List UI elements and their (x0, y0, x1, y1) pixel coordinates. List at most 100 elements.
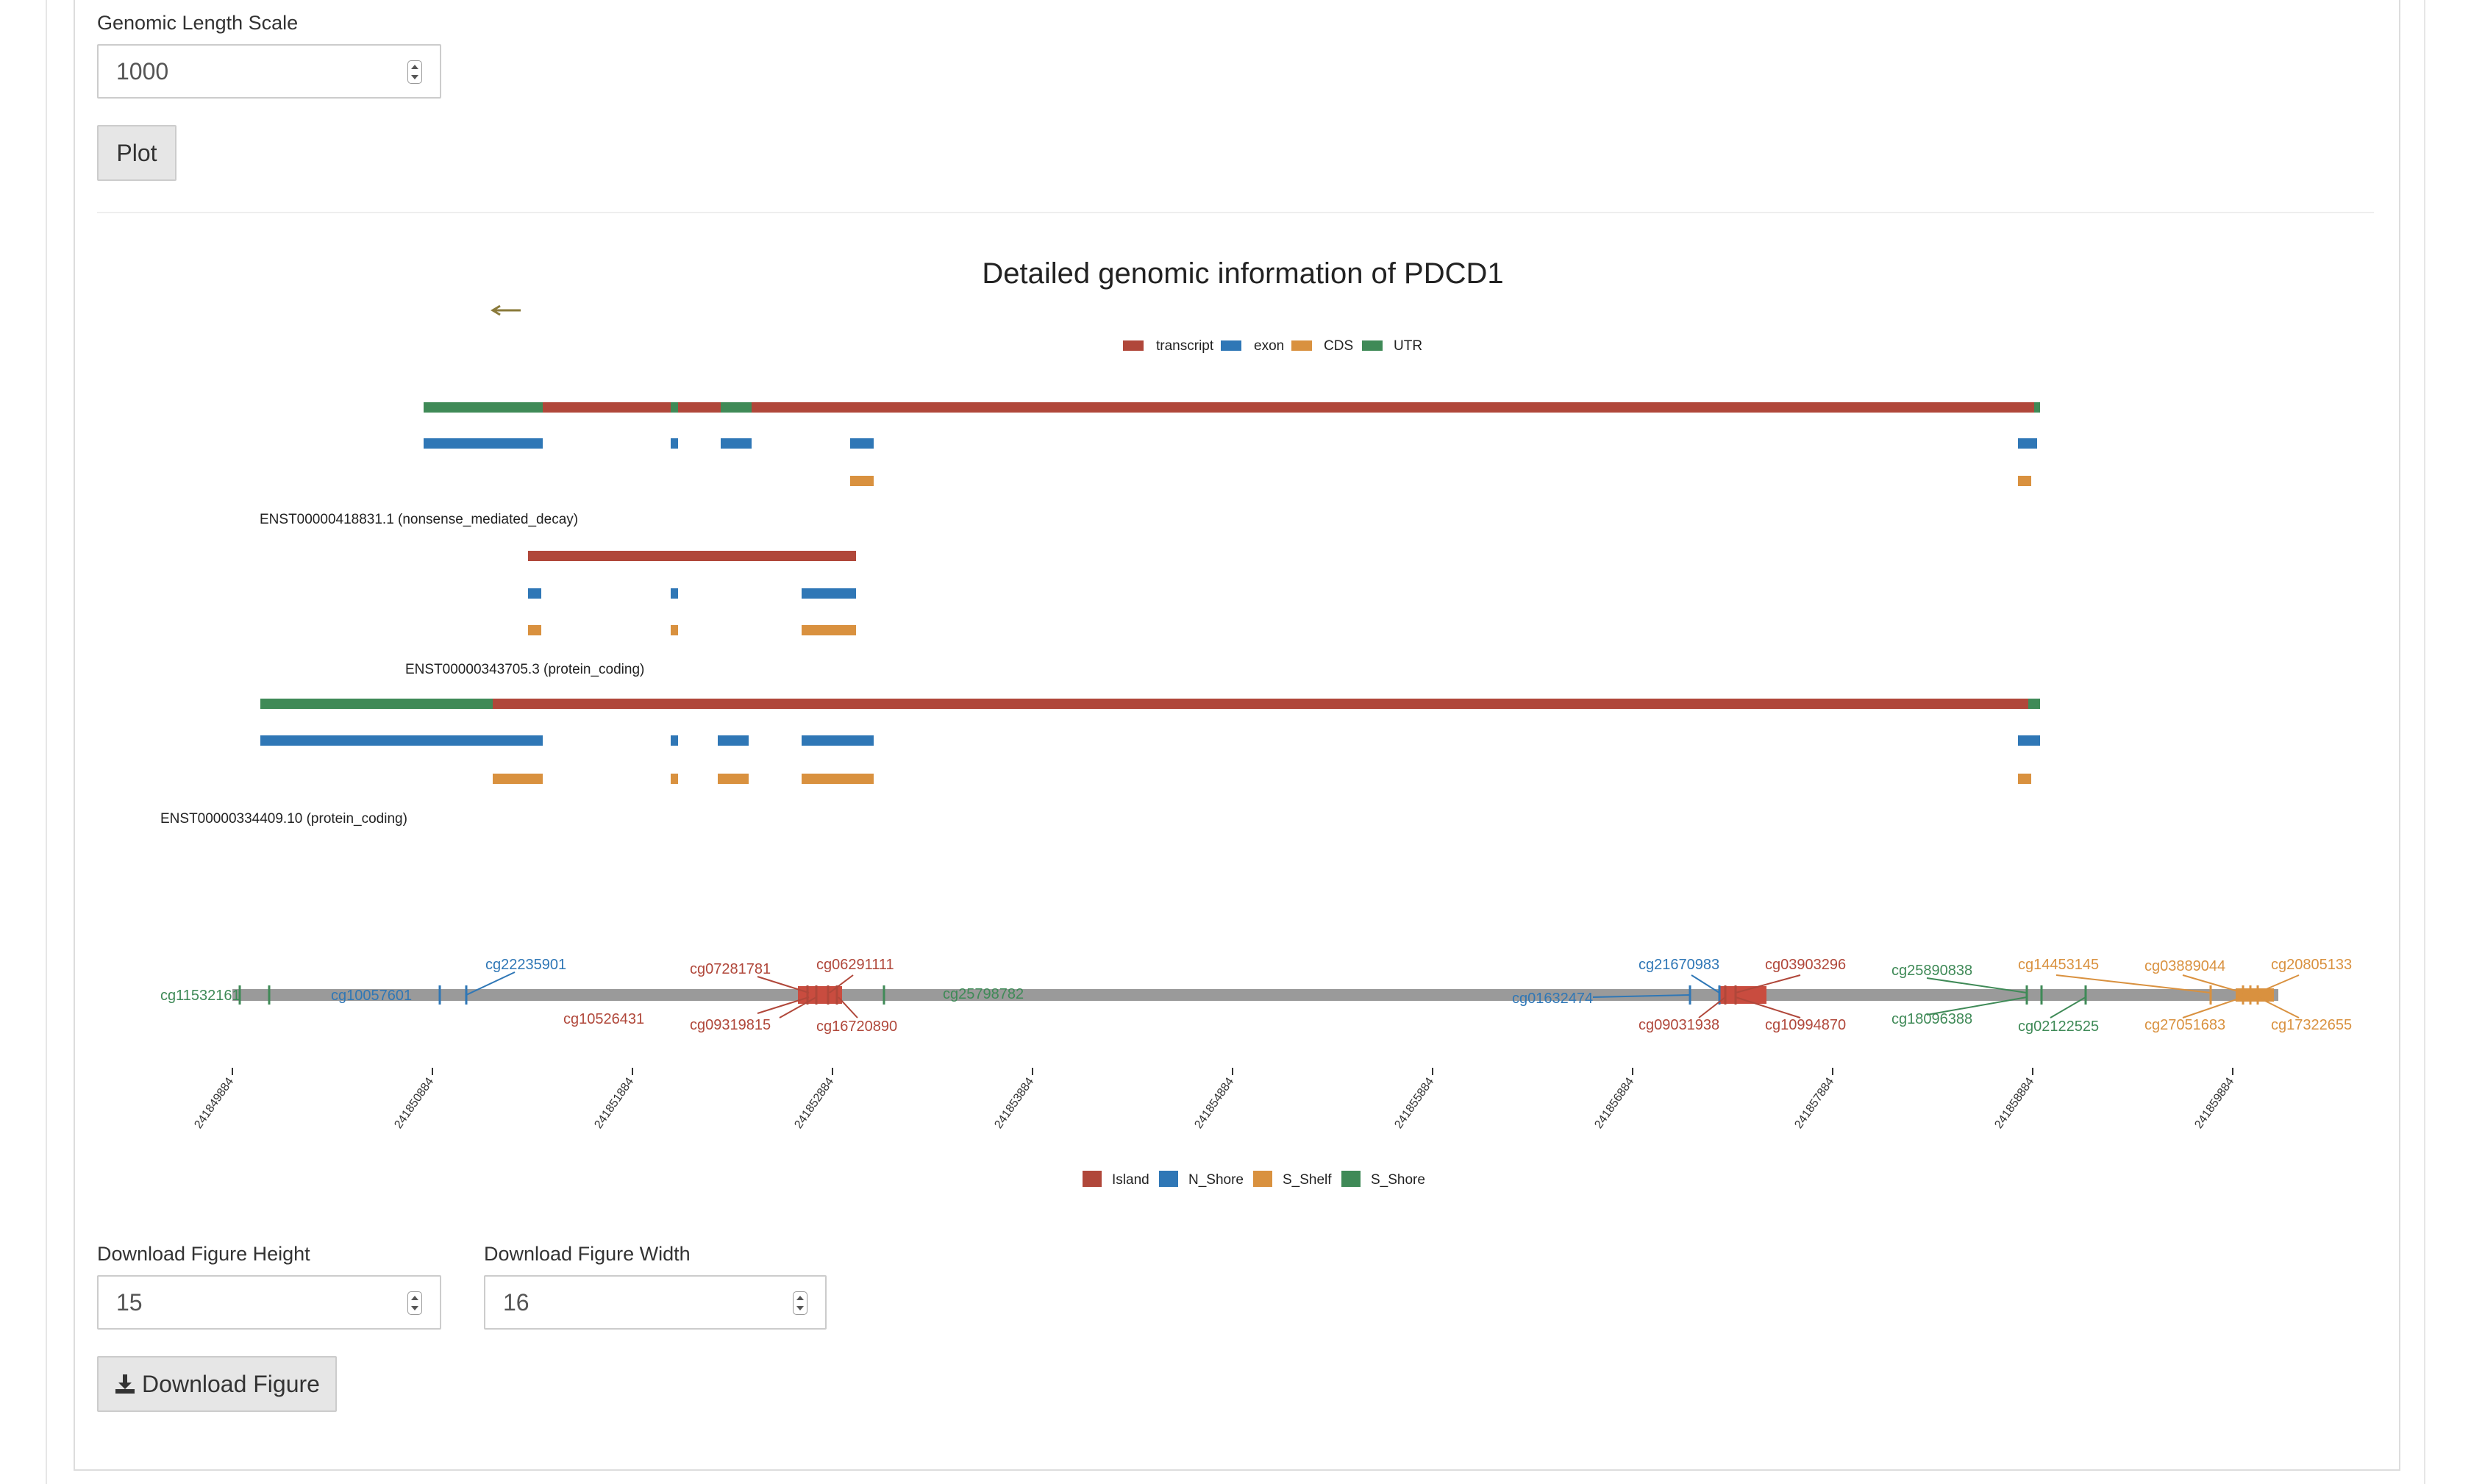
transcript-bar (424, 402, 2040, 413)
cds-segment (528, 625, 541, 635)
length-scale-field[interactable] (99, 46, 440, 97)
utr-segment (424, 402, 543, 413)
download-icon (115, 1374, 135, 1394)
download-width-label: Download Figure Width (484, 1243, 691, 1265)
download-width-field[interactable] (485, 1277, 825, 1328)
probe-leader (2050, 996, 2086, 1019)
exon-segment (802, 735, 874, 746)
page-border-right (2424, 0, 2425, 1484)
length-scale-input[interactable] (97, 44, 441, 99)
probe-label: cg09031938 (1639, 1017, 1719, 1033)
download-width-input[interactable] (484, 1275, 827, 1330)
probe-leader (1735, 996, 1801, 1019)
download-height-label: Download Figure Height (97, 1243, 310, 1265)
spinner-icon[interactable] (793, 1291, 807, 1315)
divider (97, 212, 2374, 213)
exon-segment (2018, 735, 2040, 746)
legend-label-transcript: transcript (1156, 338, 1214, 354)
probe-leader (1926, 977, 2028, 994)
utr-segment (721, 402, 752, 413)
length-scale-label: Genomic Length Scale (97, 12, 299, 34)
axis-tick-label: 241850884 (392, 1075, 436, 1130)
legend-label-cds: CDS (1324, 338, 1353, 354)
axis-tick-label: 241854884 (1192, 1075, 1236, 1130)
probe-label: cg22235901 (485, 957, 566, 973)
probe-leader (2182, 974, 2244, 994)
exon-segment (424, 438, 543, 449)
download-height-input[interactable] (97, 1275, 441, 1330)
probe-label: cg09319815 (690, 1017, 771, 1033)
cpg-legend: Island N_Shore S_Shelf S_Shore (1083, 1171, 1425, 1188)
exon-segment (260, 735, 543, 746)
probe-label: cg18096388 (1891, 1011, 1972, 1027)
legend-label-s-shelf: S_Shelf (1283, 1172, 1332, 1188)
download-figure-label: Download Figure (142, 1370, 320, 1397)
probe-label: cg10526431 (563, 1011, 644, 1027)
feature-legend: transcript exon CDS UTR (1123, 338, 1422, 354)
cds-segment (802, 625, 856, 635)
probe-label: cg14453145 (2018, 957, 2099, 973)
probe-leader (466, 971, 516, 996)
cds-segment (850, 476, 874, 486)
probe-leader (1592, 994, 1691, 998)
download-figure-button[interactable]: Download Figure (97, 1356, 337, 1412)
transcript-label-1: ENST00000418831.1 (nonsense_mediated_dec… (260, 512, 578, 527)
axis-tick-label: 241853884 (992, 1075, 1036, 1130)
probe-leader (2257, 996, 2300, 1019)
figure-title: Detailed genomic information of PDCD1 (982, 257, 1503, 290)
island-block (1719, 986, 1766, 1004)
legend-swatch-island (1083, 1171, 1102, 1187)
genomic-figure: Detailed genomic information of PDCD1 tr… (160, 257, 2352, 1188)
cds-segment (671, 774, 678, 784)
exon-segment (671, 438, 678, 449)
probe-leader (757, 996, 810, 1014)
exon-segment (671, 588, 678, 599)
probe-leader (838, 996, 858, 1019)
transcript-track-1: ENST00000418831.1 (nonsense_mediated_dec… (260, 402, 2040, 527)
exon-segment (671, 735, 678, 746)
cds-segment (802, 774, 874, 784)
axis-tick-label: 241855884 (1392, 1075, 1436, 1130)
left-arrow-icon (491, 304, 521, 316)
probe-label: cg27051683 (2144, 1017, 2225, 1033)
exon-segment (528, 588, 541, 599)
exon-segment (721, 438, 752, 449)
legend-swatch-s-shelf (1253, 1171, 1272, 1187)
cds-segment (2018, 774, 2031, 784)
axis-tick-label: 241857884 (1792, 1075, 1836, 1130)
probe-leader (829, 974, 854, 994)
legend-swatch-exon (1221, 340, 1241, 351)
probe-label: cg11532161 (160, 988, 240, 1004)
transcript-track-2: ENST00000343705.3 (protein_coding) (405, 551, 856, 677)
axis-tick-label: 241856884 (1592, 1075, 1636, 1130)
probe-leader (2257, 974, 2300, 994)
cds-segment (718, 774, 749, 784)
legend-label-island: Island (1112, 1172, 1149, 1188)
utr-segment (2028, 699, 2040, 709)
probe-label: cg03903296 (1765, 957, 1846, 973)
download-height-field[interactable] (99, 1277, 440, 1328)
cds-segment (671, 625, 678, 635)
transcript-label-3: ENST00000334409.10 (protein_coding) (160, 811, 407, 827)
probe-label: cg01632474 (1512, 991, 1593, 1007)
probe-label: cg17322655 (2271, 1017, 2352, 1033)
probe-leader (2182, 996, 2244, 1019)
legend-label-s-shore: S_Shore (1371, 1172, 1425, 1188)
axis-tick-label: 241852884 (792, 1075, 836, 1130)
transcript-label-2: ENST00000343705.3 (protein_coding) (405, 662, 644, 677)
spinner-icon[interactable] (407, 1291, 422, 1315)
plot-button[interactable]: Plot (97, 125, 176, 181)
exon-segment (2018, 438, 2037, 449)
transcript-bar (260, 699, 2040, 709)
probe-leader (1698, 996, 1726, 1019)
legend-label-utr: UTR (1394, 338, 1422, 354)
axis-tick-label: 241858884 (1992, 1075, 2036, 1130)
spinner-icon[interactable] (407, 60, 422, 84)
cds-segment (2018, 476, 2031, 486)
axis-tick-label: 241849884 (192, 1075, 236, 1130)
exon-segment (850, 438, 874, 449)
probe-label: cg07281781 (690, 961, 771, 977)
probe-label: cg02122525 (2018, 1019, 2099, 1035)
legend-swatch-transcript (1123, 340, 1144, 351)
exon-segment (718, 735, 749, 746)
